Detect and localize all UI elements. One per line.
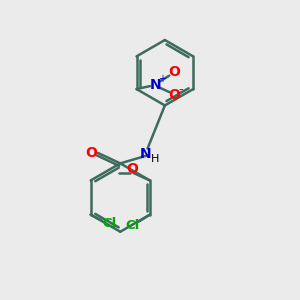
Text: O: O — [168, 65, 180, 79]
Text: Cl: Cl — [125, 218, 139, 232]
Text: Cl: Cl — [103, 217, 117, 230]
Text: O: O — [126, 163, 138, 176]
Text: N: N — [150, 78, 162, 92]
Text: N: N — [140, 147, 152, 160]
Text: H: H — [151, 154, 160, 164]
Text: -: - — [179, 84, 184, 98]
Text: O: O — [85, 146, 98, 160]
Text: +: + — [158, 74, 166, 84]
Text: O: O — [168, 88, 180, 102]
